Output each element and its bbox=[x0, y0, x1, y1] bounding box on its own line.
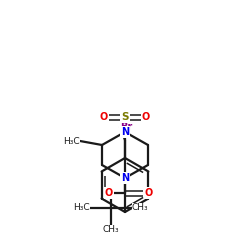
Text: N: N bbox=[121, 173, 129, 183]
Text: O: O bbox=[105, 188, 113, 198]
Text: H₃C: H₃C bbox=[74, 204, 90, 212]
Text: Br: Br bbox=[120, 122, 132, 132]
Text: N: N bbox=[121, 127, 129, 137]
Text: O: O bbox=[142, 112, 150, 122]
Text: H₃C: H₃C bbox=[64, 136, 80, 145]
Text: O: O bbox=[100, 112, 108, 122]
Text: CH₃: CH₃ bbox=[103, 225, 119, 234]
Text: S: S bbox=[121, 112, 129, 122]
Text: O: O bbox=[145, 188, 153, 198]
Text: CH₃: CH₃ bbox=[132, 204, 148, 212]
